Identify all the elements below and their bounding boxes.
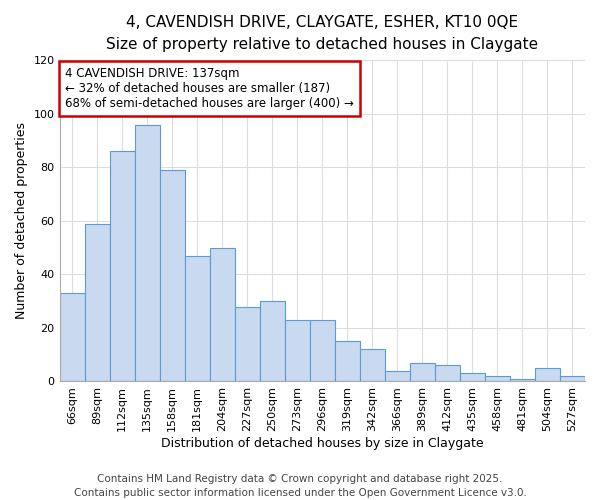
Bar [385, 371, 410, 382]
Bar [185, 256, 209, 382]
Bar [134, 124, 160, 382]
Bar [510, 379, 535, 382]
Bar [209, 248, 235, 382]
Bar [435, 366, 460, 382]
Title: 4, CAVENDISH DRIVE, CLAYGATE, ESHER, KT10 0QE
Size of property relative to detac: 4, CAVENDISH DRIVE, CLAYGATE, ESHER, KT1… [106, 15, 538, 52]
Bar [485, 376, 510, 382]
Bar [410, 362, 435, 382]
Bar [59, 293, 85, 382]
Bar [535, 368, 560, 382]
Bar [310, 320, 335, 382]
Text: Contains HM Land Registry data © Crown copyright and database right 2025.
Contai: Contains HM Land Registry data © Crown c… [74, 474, 526, 498]
Text: 4 CAVENDISH DRIVE: 137sqm
← 32% of detached houses are smaller (187)
68% of semi: 4 CAVENDISH DRIVE: 137sqm ← 32% of detac… [65, 66, 353, 110]
Bar [160, 170, 185, 382]
Bar [235, 306, 260, 382]
X-axis label: Distribution of detached houses by size in Claygate: Distribution of detached houses by size … [161, 437, 484, 450]
Bar [285, 320, 310, 382]
Bar [260, 301, 285, 382]
Bar [110, 152, 134, 382]
Y-axis label: Number of detached properties: Number of detached properties [15, 122, 28, 320]
Bar [360, 350, 385, 382]
Bar [460, 374, 485, 382]
Bar [335, 342, 360, 382]
Bar [560, 376, 585, 382]
Bar [85, 224, 110, 382]
